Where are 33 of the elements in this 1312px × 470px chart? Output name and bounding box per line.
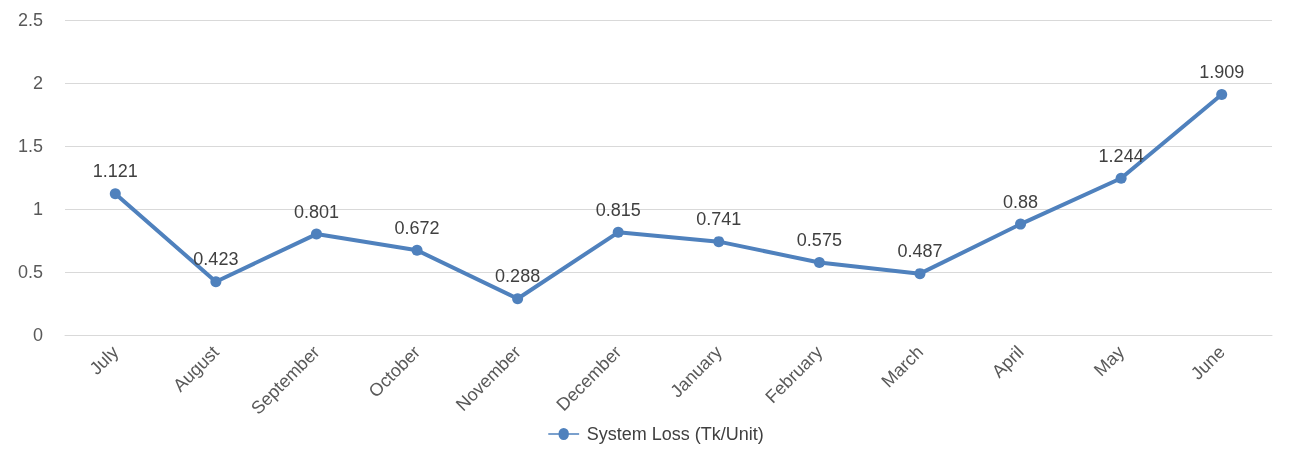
data-label: 0.815	[595, 199, 641, 220]
data-label: 1.909	[1199, 61, 1245, 82]
point	[914, 268, 926, 280]
text: 2.5	[17, 10, 43, 30]
data-label: 0.88	[1003, 191, 1039, 212]
point	[210, 276, 222, 288]
point	[612, 226, 624, 238]
text: 0	[32, 325, 43, 345]
text: 0.5	[17, 262, 43, 282]
text: 1	[32, 199, 43, 219]
point	[813, 257, 825, 269]
data-label: 1.244	[1098, 145, 1144, 166]
x-tick-label: May	[1090, 341, 1129, 381]
point	[1015, 218, 1027, 230]
text: 1.5	[17, 136, 43, 156]
data-label: 1.121	[92, 161, 138, 182]
point	[411, 244, 423, 256]
point	[310, 228, 322, 240]
point	[713, 236, 725, 248]
point	[512, 293, 524, 305]
data-label: 0.423	[193, 249, 239, 270]
data-label: 0.672	[394, 217, 440, 238]
data-label: 0.741	[696, 209, 742, 230]
point	[109, 188, 121, 200]
legend-label: System Loss (Tk/Unit)	[586, 424, 764, 444]
data-label: 0.288	[495, 266, 541, 287]
data-label: 0.487	[897, 241, 943, 262]
point	[1216, 88, 1228, 100]
data-label: 0.801	[293, 201, 339, 222]
x-tick-label: July	[85, 341, 123, 379]
text: 2	[32, 73, 43, 93]
point	[1115, 172, 1127, 184]
data-label: 0.575	[796, 230, 842, 251]
